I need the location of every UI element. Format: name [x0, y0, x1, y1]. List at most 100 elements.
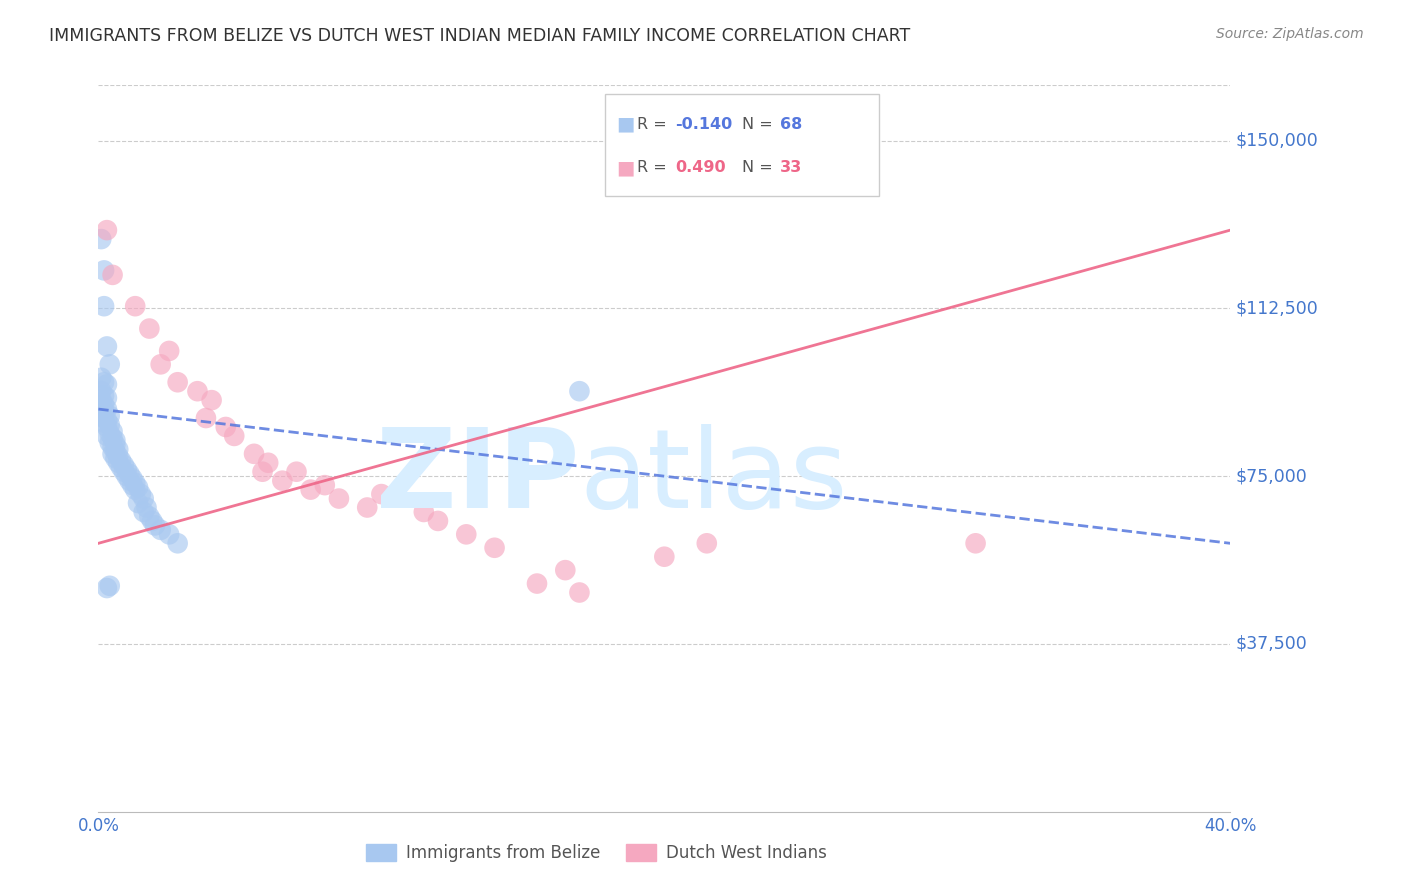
Point — [93, 299, 115, 313]
Text: 0.490: 0.490 — [675, 160, 725, 175]
Text: 33: 33 — [780, 160, 803, 175]
Point — [412, 505, 434, 519]
Point — [132, 505, 155, 519]
Point — [124, 299, 146, 313]
Point — [965, 536, 987, 550]
Point — [328, 491, 350, 506]
Point — [124, 483, 146, 497]
Text: $75,000: $75,000 — [1236, 467, 1308, 485]
Point — [157, 343, 180, 358]
Point — [224, 429, 246, 443]
Point — [90, 407, 112, 421]
Point — [98, 426, 121, 441]
Text: IMMIGRANTS FROM BELIZE VS DUTCH WEST INDIAN MEDIAN FAMILY INCOME CORRELATION CHA: IMMIGRANTS FROM BELIZE VS DUTCH WEST IND… — [49, 27, 911, 45]
Text: R =: R = — [637, 160, 672, 175]
Point — [285, 465, 308, 479]
Point — [132, 491, 155, 506]
Point — [112, 458, 135, 472]
Point — [93, 398, 115, 412]
Point — [456, 527, 478, 541]
Point — [101, 447, 124, 461]
Text: -0.140: -0.140 — [675, 117, 733, 132]
Point — [93, 389, 115, 403]
Point — [427, 514, 450, 528]
Point — [96, 223, 118, 237]
Point — [96, 391, 118, 405]
Point — [96, 339, 118, 353]
Point — [186, 384, 208, 399]
Point — [96, 377, 118, 392]
Point — [98, 417, 121, 432]
Point — [314, 478, 336, 492]
Point — [252, 465, 274, 479]
Point — [104, 444, 127, 458]
Point — [554, 563, 576, 577]
Text: $37,500: $37,500 — [1236, 635, 1308, 653]
Point — [110, 453, 132, 467]
Point — [101, 431, 124, 445]
Text: N =: N = — [742, 117, 779, 132]
Point — [101, 425, 124, 439]
Point — [143, 518, 166, 533]
Point — [118, 467, 141, 481]
Text: ■: ■ — [616, 158, 634, 177]
Point — [484, 541, 506, 555]
Text: $150,000: $150,000 — [1236, 132, 1319, 150]
Point — [104, 434, 127, 448]
Point — [115, 469, 138, 483]
Point — [98, 435, 121, 450]
Point — [121, 471, 143, 485]
Point — [138, 509, 160, 524]
Point — [370, 487, 392, 501]
Point — [98, 579, 121, 593]
Text: ■: ■ — [616, 115, 634, 134]
Point — [96, 413, 118, 427]
Point — [96, 581, 118, 595]
Point — [90, 400, 112, 414]
Point — [149, 357, 172, 371]
Point — [107, 442, 129, 457]
Point — [93, 416, 115, 430]
Point — [166, 536, 188, 550]
Text: atlas: atlas — [579, 424, 848, 531]
Point — [107, 456, 129, 470]
Point — [127, 496, 149, 510]
Point — [90, 232, 112, 246]
Point — [696, 536, 718, 550]
Point — [194, 411, 217, 425]
Point — [124, 475, 146, 490]
Point — [90, 393, 112, 408]
Point — [90, 371, 112, 385]
Point — [526, 576, 548, 591]
Point — [93, 404, 115, 418]
Point — [129, 487, 152, 501]
Point — [568, 384, 591, 399]
Text: ZIP: ZIP — [375, 424, 579, 531]
Point — [157, 527, 180, 541]
Text: 68: 68 — [780, 117, 803, 132]
Point — [166, 376, 188, 390]
Point — [101, 440, 124, 454]
Point — [96, 420, 118, 434]
Point — [118, 474, 141, 488]
Point — [299, 483, 322, 497]
Text: $112,500: $112,500 — [1236, 300, 1319, 318]
Point — [101, 268, 124, 282]
Point — [121, 478, 143, 492]
Point — [104, 438, 127, 452]
Point — [794, 156, 817, 170]
Point — [110, 460, 132, 475]
Point — [98, 409, 121, 423]
Point — [104, 451, 127, 466]
Point — [271, 474, 294, 488]
Text: N =: N = — [742, 160, 779, 175]
Point — [107, 449, 129, 463]
Point — [93, 263, 115, 277]
Point — [215, 420, 238, 434]
Point — [93, 411, 115, 425]
Text: R =: R = — [637, 117, 672, 132]
Point — [652, 549, 676, 564]
Point — [112, 465, 135, 479]
Point — [243, 447, 266, 461]
Point — [93, 376, 115, 390]
